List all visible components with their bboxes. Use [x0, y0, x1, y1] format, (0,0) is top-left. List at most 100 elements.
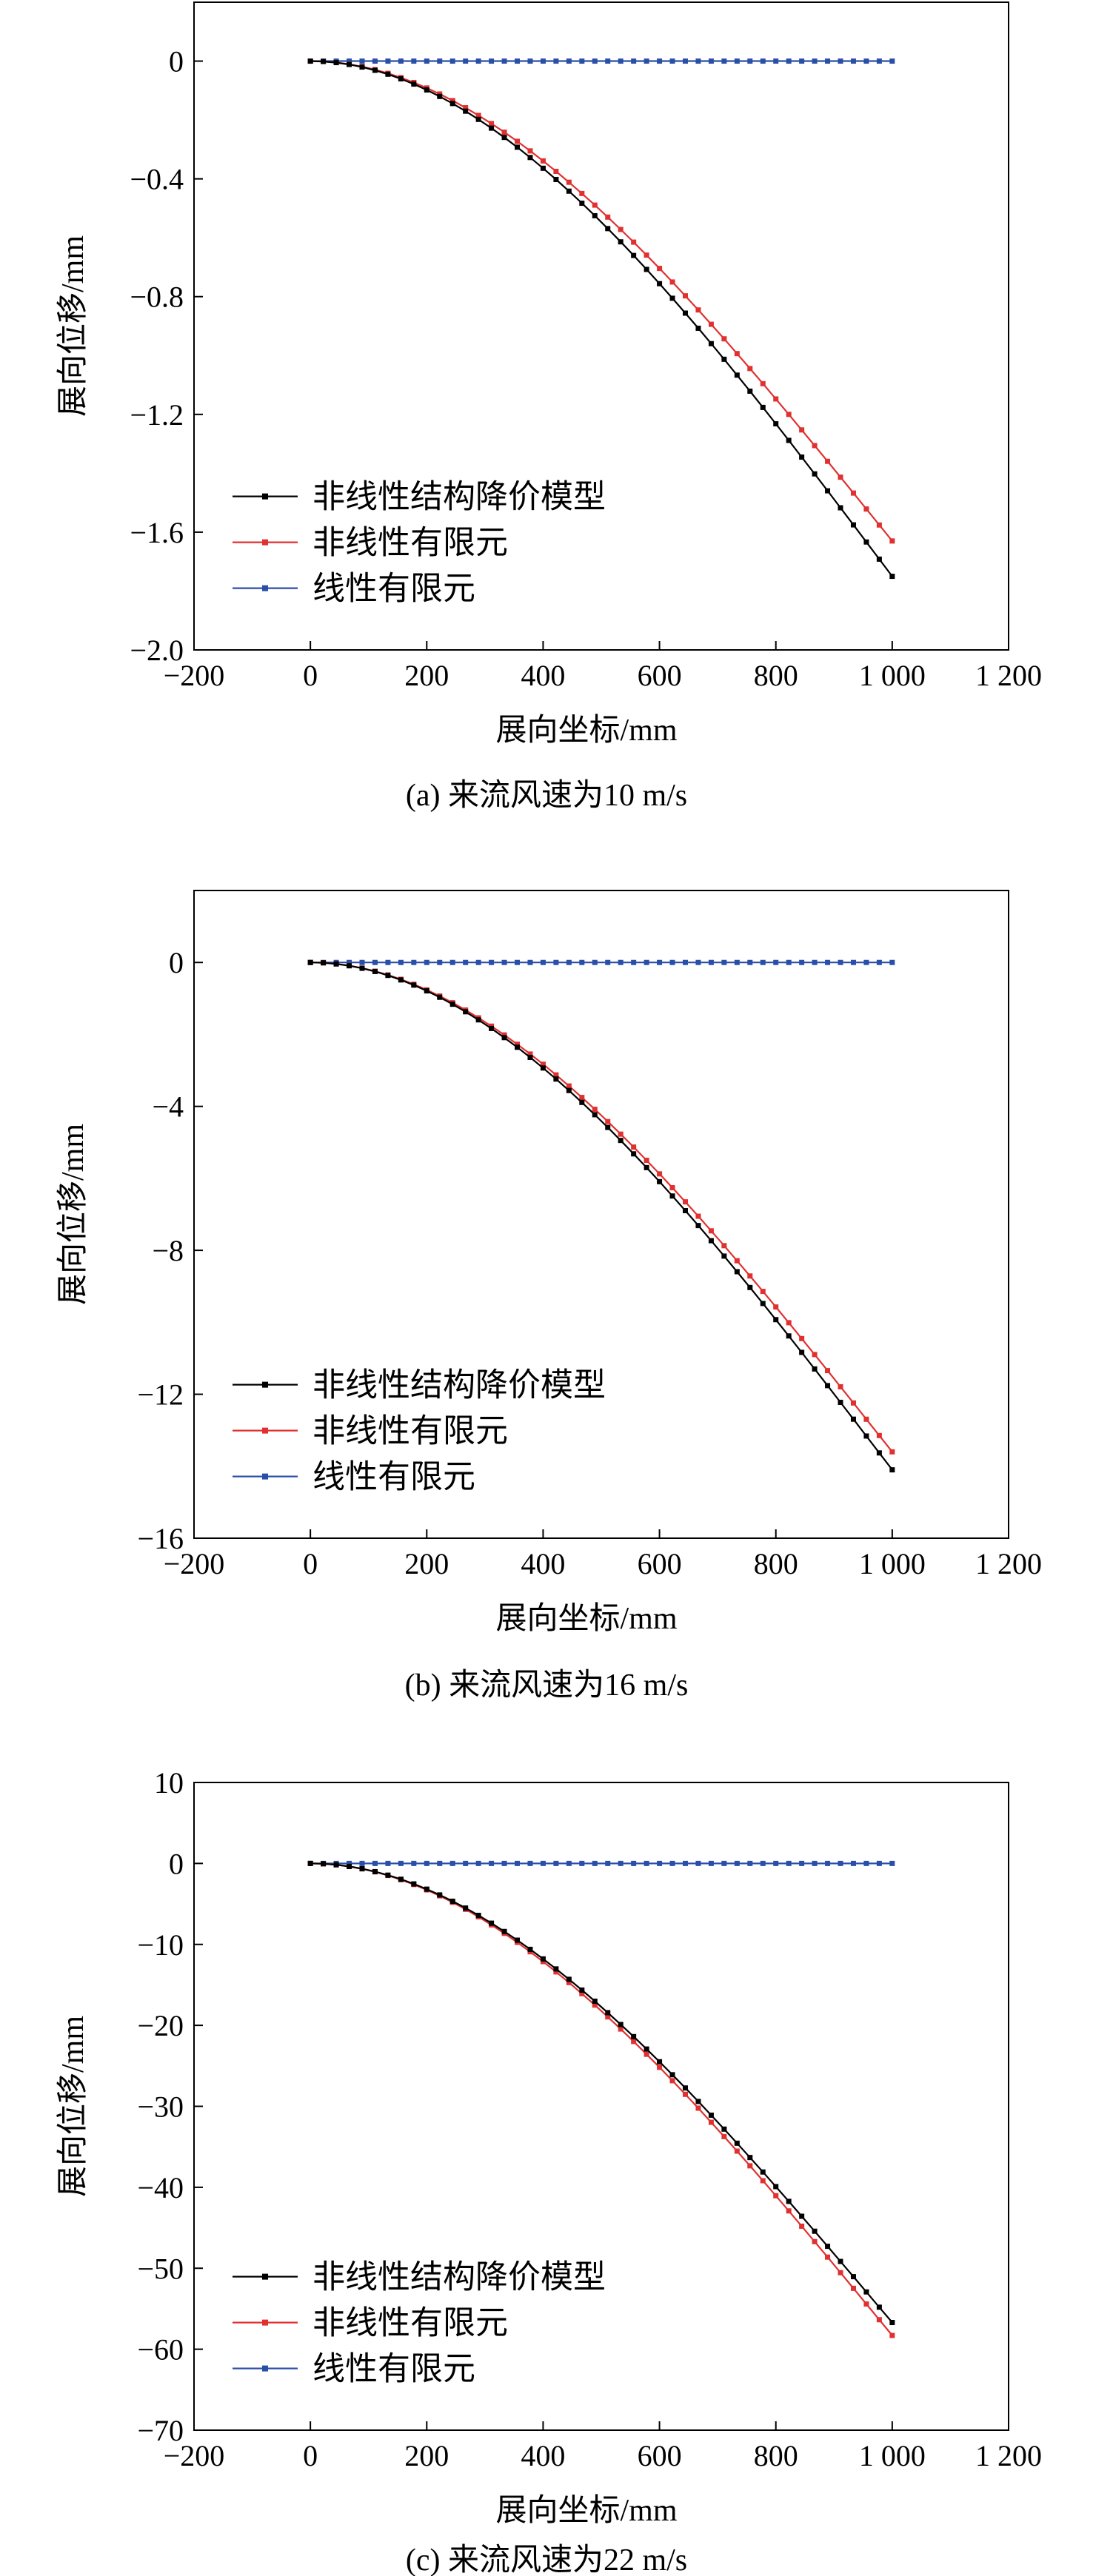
data-point: [773, 396, 779, 402]
data-point: [553, 1860, 559, 1866]
data-point: [760, 380, 766, 386]
data-point: [850, 2274, 856, 2280]
data-point: [747, 959, 753, 965]
data-point: [553, 959, 559, 965]
legend-label-1: 非线性结构降价模型: [312, 479, 606, 515]
data-point: [838, 505, 843, 511]
data-point: [657, 281, 663, 286]
data-point: [424, 959, 429, 965]
legend-marker-3: [262, 2365, 268, 2372]
data-point: [799, 2223, 805, 2229]
data-point: [812, 2238, 818, 2244]
data-point: [579, 959, 585, 965]
data-point: [708, 341, 714, 346]
data-point: [527, 58, 533, 64]
data-point: [708, 959, 714, 965]
series-3: [307, 58, 895, 64]
data-point: [411, 982, 417, 988]
data-point: [760, 1301, 766, 1307]
data-point: [321, 960, 327, 966]
data-point: [449, 58, 455, 64]
data-point: [553, 1072, 559, 1078]
data-point: [540, 1061, 546, 1067]
legend-marker-2: [262, 2319, 268, 2326]
data-point: [889, 1467, 895, 1473]
data-point: [812, 58, 818, 64]
y-tick-label: −1.6: [130, 516, 184, 549]
series-1: [307, 58, 895, 580]
data-point: [863, 2301, 869, 2307]
data-point: [838, 474, 843, 480]
data-point: [463, 108, 469, 114]
data-point: [708, 1228, 714, 1234]
data-point: [644, 959, 649, 965]
y-tick-label: 0: [169, 45, 184, 78]
data-point: [786, 58, 792, 64]
data-point: [333, 1862, 339, 1868]
data-point: [708, 58, 714, 64]
data-point: [850, 522, 856, 528]
data-point: [553, 1969, 559, 1975]
data-point: [489, 58, 495, 64]
data-point: [592, 1998, 598, 2004]
data-point: [721, 58, 727, 64]
data-point: [463, 1860, 469, 1866]
data-point: [553, 1076, 559, 1082]
data-point: [618, 1138, 624, 1144]
legend-label-1: 非线性结构降价模型: [312, 2259, 606, 2295]
data-point: [605, 226, 611, 232]
data-point: [385, 973, 391, 979]
x-tick-label: 0: [303, 1547, 318, 1580]
data-point: [501, 1032, 507, 1038]
x-tick-label: −200: [164, 1547, 225, 1580]
data-point: [449, 101, 455, 107]
data-point: [411, 1860, 417, 1866]
data-point: [747, 366, 753, 372]
data-point: [876, 2317, 882, 2323]
chart-panel-1: −200 0 200 400 600 800 1 000 1 200 0 −0.4 −0.8 −1.2…: [56, 1, 1042, 813]
legend-label-3: 线性有限元: [312, 2351, 475, 2387]
data-point: [592, 212, 598, 218]
data-point: [489, 121, 495, 127]
data-point: [747, 2155, 753, 2161]
legend-label-3: 线性有限元: [312, 571, 475, 607]
data-point: [359, 965, 365, 971]
data-point: [838, 959, 843, 965]
data-point: [695, 1223, 701, 1229]
data-point: [734, 1269, 740, 1275]
data-point: [863, 58, 869, 64]
x-tick-label: 1 000: [859, 1547, 926, 1580]
data-point: [695, 2099, 701, 2104]
data-point: [876, 1450, 882, 1456]
data-point: [398, 959, 404, 965]
data-point: [863, 1860, 869, 1866]
data-point: [657, 1171, 663, 1177]
data-point: [825, 2254, 831, 2260]
data-point: [850, 2285, 856, 2291]
x-tick-label: 800: [754, 659, 798, 692]
data-point: [463, 959, 469, 965]
data-point: [657, 266, 663, 272]
y-tick-label: −0.4: [130, 163, 184, 196]
data-point: [515, 144, 521, 150]
x-tick-label: 200: [404, 659, 449, 692]
series-3: [307, 1860, 895, 1866]
data-point: [850, 1416, 856, 1422]
y-tick-label: −70: [137, 2414, 184, 2447]
data-point: [760, 959, 766, 965]
data-point: [463, 1009, 469, 1015]
data-point: [786, 1320, 792, 1326]
x-tick-label: 200: [404, 1547, 449, 1580]
data-point: [579, 190, 585, 196]
data-point: [605, 2010, 611, 2016]
data-point: [579, 1987, 585, 1993]
y-tick-label: −2.0: [130, 634, 184, 667]
data-point: [734, 2148, 740, 2154]
y-axis-label: 展向位移/mm: [56, 235, 90, 417]
data-point: [449, 1002, 455, 1007]
data-point: [669, 959, 675, 965]
y-tick-label: −30: [137, 2090, 184, 2124]
x-tick-label: 600: [638, 2439, 682, 2472]
